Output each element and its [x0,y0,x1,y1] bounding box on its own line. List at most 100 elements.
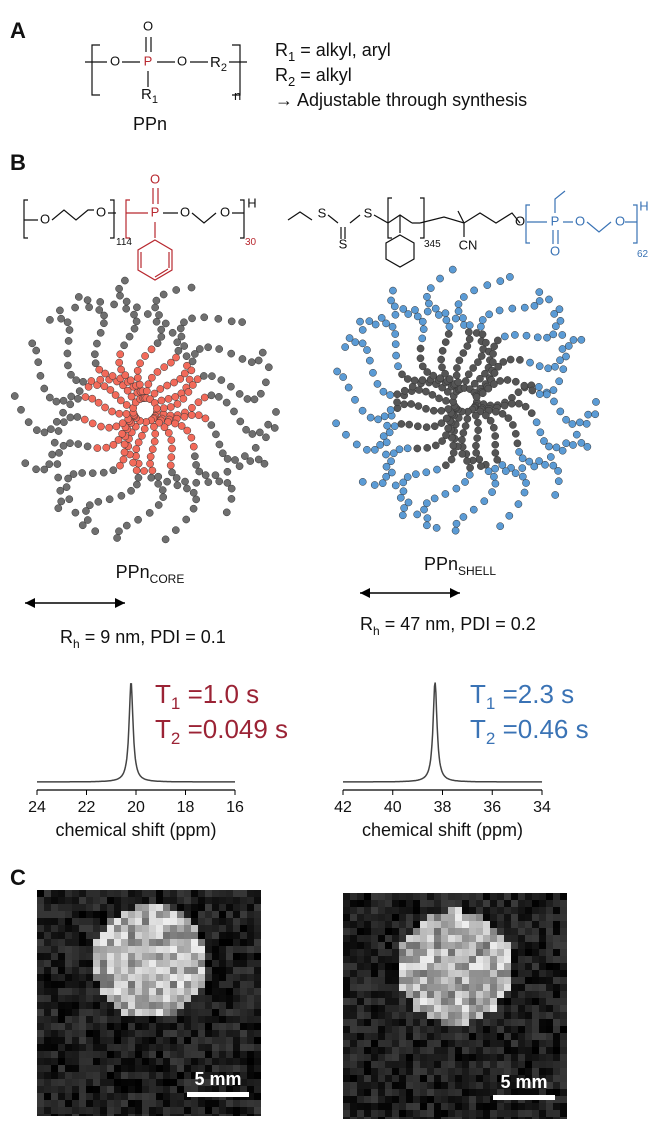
mri-pixel [469,942,476,949]
mri-pixel [86,911,93,918]
bead [81,416,88,423]
mri-pixel [212,1051,219,1058]
bead [96,366,103,373]
mri-pixel [490,977,497,984]
bead [117,397,124,404]
mri-pixel [343,1019,350,1026]
mri-pixel [51,1107,58,1114]
mri-pixel [539,914,546,921]
mri-pixel [560,1005,567,1012]
bead [521,304,528,311]
mri-pixel [364,1082,371,1089]
mri-pixel [378,949,385,956]
mri-pixel [357,1005,364,1012]
mri-pixel [497,1005,504,1012]
bead [46,316,53,323]
mri-pixel [350,935,357,942]
mri-pixel [198,1051,205,1058]
mri-pixel [511,914,518,921]
mri-pixel [121,1086,128,1093]
mri-pixel [490,1103,497,1110]
mri-pixel [399,1033,406,1040]
mri-pixel [546,1061,553,1068]
x-tick-label: 36 [483,799,501,816]
mri-pixel [93,1009,100,1016]
mri-pixel [497,1054,504,1061]
mri-pixel [93,1051,100,1058]
mri-pixel [490,949,497,956]
mri-pixel [79,1051,86,1058]
mri-pixel [72,1100,79,1107]
bead [103,444,110,451]
mri-pixel [406,1033,413,1040]
bead [359,326,366,333]
mri-pixel [427,1054,434,1061]
bead [479,316,486,323]
bead [445,405,452,412]
mri-pixel [448,1005,455,1012]
mri-pixel [37,1114,44,1116]
mri-pixel [51,1072,58,1079]
mri-pixel [511,1005,518,1012]
bead [342,431,349,438]
bead [380,388,387,395]
mri-pixel [532,984,539,991]
mri-pixel [546,907,553,914]
mri-pixel [212,1100,219,1107]
mri-pixel [343,1075,350,1082]
mri-pixel [107,1037,114,1044]
mri-pixel [58,974,65,981]
micelle-label: PPnCORE [116,562,185,586]
mri-pixel [247,890,254,897]
bead [189,381,196,388]
bead [569,420,576,427]
mri-pixel [420,1110,427,1117]
mri-pixel [385,1040,392,1047]
mri-pixel [79,981,86,988]
mri-pixel [364,1033,371,1040]
bead [120,342,127,349]
mri-pixel [37,946,44,953]
bead [116,292,123,299]
mri-pixel [198,1009,205,1016]
mri-pixel [490,963,497,970]
bead [435,311,442,318]
mri-pixel [100,1016,107,1023]
mri-pixel [406,1075,413,1082]
mri-pixel [378,1110,385,1117]
mri-pixel [198,932,205,939]
bead [545,296,552,303]
mri-pixel [93,1023,100,1030]
mri-pixel [219,897,226,904]
mri-pixel [114,960,121,967]
mri-pixel [406,1089,413,1096]
bead [466,471,473,478]
mri-pixel [371,914,378,921]
mri-pixel [525,942,532,949]
mri-pixel [364,956,371,963]
mri-pixel [434,1019,441,1026]
mri-pixel [107,918,114,925]
bead [190,443,197,450]
mri-pixel [546,893,553,900]
mri-pixel [378,1012,385,1019]
mri-pixel [392,963,399,970]
mri-pixel [434,928,441,935]
mri-pixel [184,932,191,939]
mri-pixel [240,1016,247,1023]
mri-pixel [441,1068,448,1075]
bead [569,441,576,448]
mri-pixel [371,1033,378,1040]
bead [249,430,256,437]
bead [227,383,234,390]
mri-pixel [406,900,413,907]
mri-pixel [114,1107,121,1114]
mri-pixel [107,1002,114,1009]
subscript: 1 [288,49,295,64]
mri-pixel [490,1047,497,1054]
mri-pixel [546,1047,553,1054]
mri-pixel [37,932,44,939]
mri-pixel [163,1009,170,1016]
mri-pixel [226,1009,233,1016]
mri-pixel [37,1009,44,1016]
